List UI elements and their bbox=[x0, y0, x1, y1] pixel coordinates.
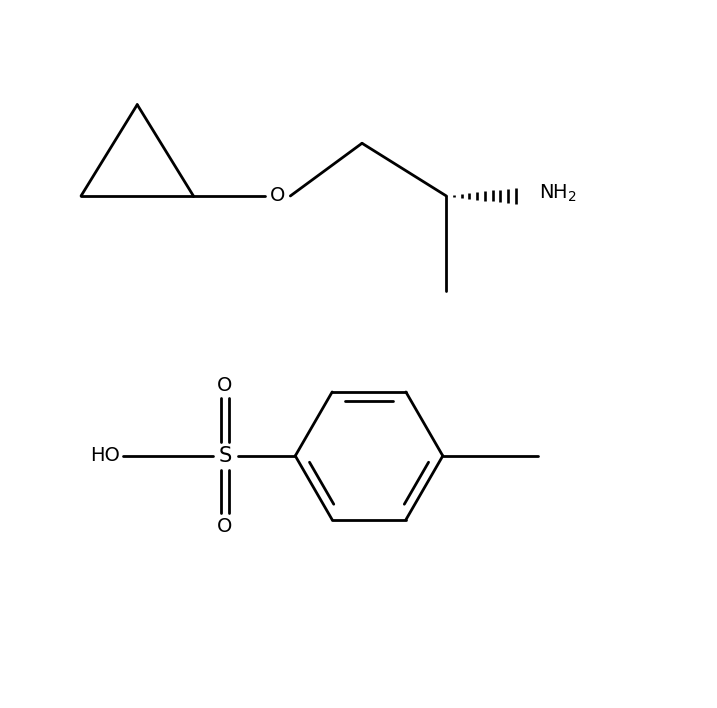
Text: HO: HO bbox=[90, 446, 120, 465]
Text: NH$_2$: NH$_2$ bbox=[539, 183, 577, 205]
Text: S: S bbox=[219, 446, 232, 466]
Text: O: O bbox=[217, 376, 233, 395]
Text: O: O bbox=[270, 186, 285, 205]
Text: O: O bbox=[217, 517, 233, 535]
